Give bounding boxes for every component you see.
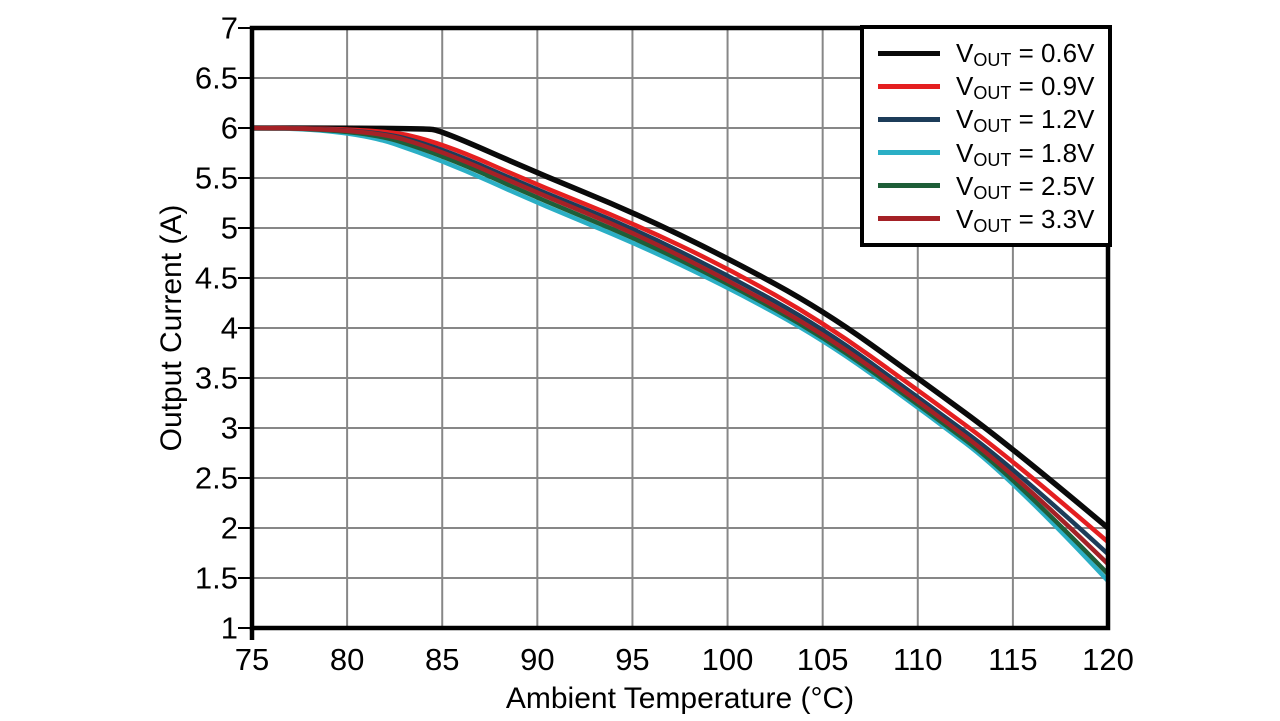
legend-swatch-line (878, 116, 940, 122)
x-tick-label: 100 (701, 642, 754, 677)
curve-vout-0-6v (251, 125, 1110, 531)
y-tick-label: 6.5 (194, 60, 238, 96)
legend-label: VOUT = 0.9V (956, 71, 1095, 104)
legend-item-vout-3-3v: VOUT = 3.3V (864, 203, 1108, 236)
x-tick-label: 110 (893, 642, 943, 677)
y-tick-label: 7 (220, 10, 238, 46)
y-tick-label: 5 (220, 210, 238, 246)
curve-vout-3-3v (251, 125, 1110, 566)
x-tick-label: 115 (988, 642, 1038, 677)
legend-label: VOUT = 0.6V (956, 38, 1095, 71)
legend-item-vout-0-9v: VOUT = 0.9V (864, 71, 1108, 104)
legend-item-vout-2-5v: VOUT = 2.5V (864, 170, 1108, 203)
x-tick-label: 105 (796, 642, 849, 677)
legend-swatch-line (878, 216, 940, 222)
y-tick-label: 1 (220, 610, 238, 646)
y-tick-label: 3.5 (194, 360, 238, 396)
x-tick-label: 85 (424, 642, 460, 677)
curve-vout-1-8v (251, 125, 1110, 583)
y-tick-label: 4.5 (194, 260, 238, 296)
legend-label: VOUT = 3.3V (956, 203, 1095, 236)
curve-vout-2-5v (251, 125, 1110, 576)
legend-swatch-line (878, 83, 940, 89)
y-tick-label: 3 (220, 410, 238, 446)
legend-swatch-line (878, 50, 940, 56)
legend-item-vout-0-6v: VOUT = 0.6V (864, 38, 1108, 71)
y-tick-label: 5.5 (194, 160, 238, 196)
x-tick-label: 80 (329, 642, 365, 677)
legend-swatch-line (878, 183, 940, 189)
legend-swatch-line (878, 150, 940, 156)
y-tick-label: 2.5 (194, 460, 238, 496)
legend-label: VOUT = 1.8V (956, 137, 1095, 170)
legend-label: VOUT = 2.5V (956, 170, 1095, 203)
y-tick-label: 6 (220, 110, 238, 146)
y-tick-label: 4 (220, 310, 238, 346)
x-tick-label: 120 (1082, 642, 1134, 677)
y-tick-label: 2 (220, 510, 238, 546)
x-axis-title: Ambient Temperature (°C) (505, 682, 855, 715)
y-tick-label: 1.5 (194, 560, 238, 596)
legend-label: VOUT = 1.2V (956, 104, 1095, 137)
x-tick-label: 95 (615, 642, 650, 677)
legend-item-vout-1-8v: VOUT = 1.8V (864, 137, 1108, 170)
legend: VOUT = 0.6V VOUT = 0.9V VOUT = 1.2V VOUT = … (860, 25, 1112, 247)
x-tick-label: 90 (520, 642, 555, 677)
x-tick-label: 75 (234, 642, 270, 677)
curve-vout-0-9v (251, 125, 1110, 544)
legend-item-vout-1-2v: VOUT = 1.2V (864, 104, 1108, 137)
plot-frame (249, 25, 1111, 631)
